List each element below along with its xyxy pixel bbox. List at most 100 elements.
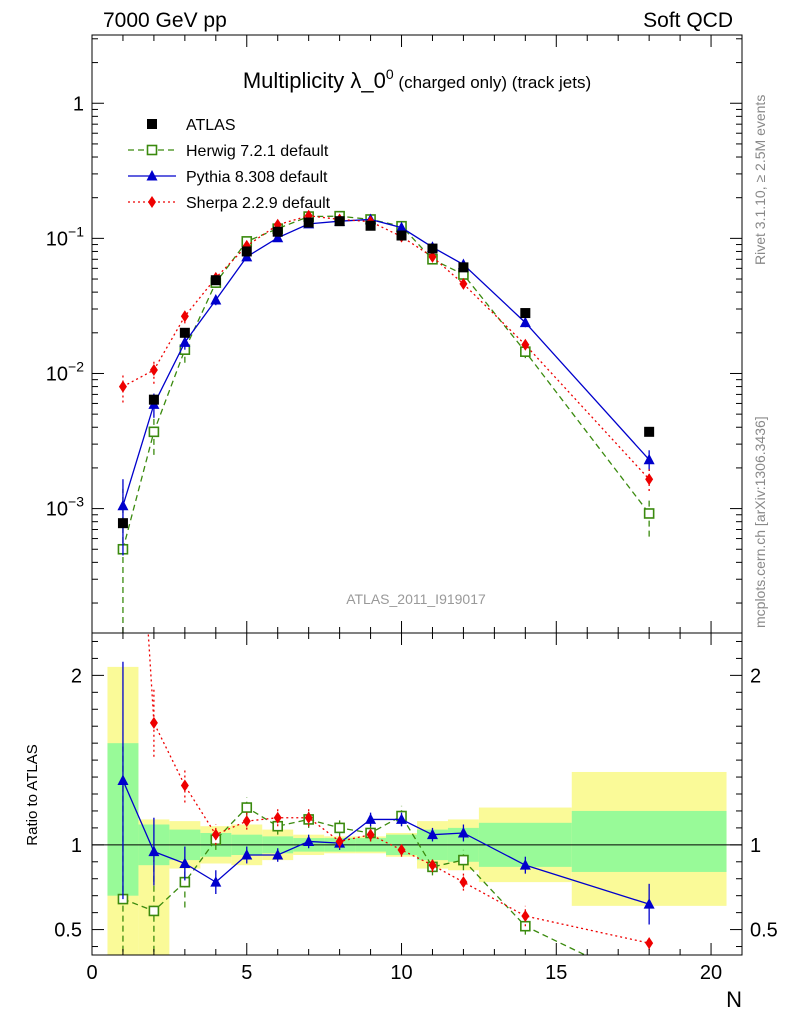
ratio-point xyxy=(457,826,469,838)
ratio-y-tick-label: 1 xyxy=(71,835,82,857)
ratio-series-line xyxy=(147,633,650,944)
main-point xyxy=(644,426,655,437)
legend-item: Pythia 8.308 default xyxy=(128,169,328,186)
main-point xyxy=(180,310,189,323)
legend-marker xyxy=(147,119,157,129)
ratio-series-line xyxy=(122,780,650,905)
legend-marker xyxy=(148,196,156,208)
main-point xyxy=(179,327,190,338)
main-point xyxy=(645,473,654,486)
main-point xyxy=(179,336,191,347)
main-point xyxy=(519,316,531,328)
ratio-point xyxy=(180,779,189,792)
main-point xyxy=(396,230,407,241)
ratio-point xyxy=(241,849,253,860)
header-left: 7000 GeV pp xyxy=(103,9,227,32)
ratio-point xyxy=(211,828,220,841)
main-point xyxy=(148,394,159,405)
analysis-id: ATLAS_2011_I919017 xyxy=(346,591,486,607)
main-point xyxy=(148,426,160,438)
main-point xyxy=(643,508,655,519)
main-title: Multiplicity λ_00 (charged only) (track … xyxy=(243,66,591,93)
ratio-point xyxy=(242,815,251,828)
main-series-line xyxy=(122,218,650,506)
legend-item: Herwig 7.2.1 default xyxy=(128,143,329,160)
main-point xyxy=(427,243,438,254)
ratio-point xyxy=(643,898,655,909)
main-y-tick-label: 10−1 xyxy=(46,223,84,250)
x-tick-label: 5 xyxy=(241,962,252,984)
main-y-tick-label: 1 xyxy=(73,93,84,115)
header-right: Soft QCD xyxy=(643,9,733,32)
ratio-point xyxy=(521,910,530,923)
ratio-point xyxy=(426,828,438,840)
main-point xyxy=(210,293,222,305)
x-tick-label: 10 xyxy=(390,962,412,984)
main-point xyxy=(334,216,345,227)
ratio-y-tick-label-right: 1 xyxy=(750,835,761,857)
rivet-label: Rivet 3.1.10, ≥ 2.5M events xyxy=(752,95,768,265)
main-plot-area xyxy=(117,209,655,633)
ratio-point xyxy=(396,813,408,824)
main-y-tick-label: 10−2 xyxy=(46,358,84,385)
x-axis-label: N xyxy=(726,987,742,1012)
ratio-point xyxy=(334,822,345,834)
ratio-point xyxy=(273,811,282,824)
legend-label: Sherpa 2.2.9 default xyxy=(186,195,331,212)
main-point xyxy=(428,250,437,263)
ratio-series-1 xyxy=(117,661,655,925)
main-point xyxy=(459,277,468,290)
ratio-point xyxy=(428,859,437,872)
main-series-3 xyxy=(118,209,654,491)
main-point xyxy=(643,453,655,465)
main-point xyxy=(210,275,221,286)
main-title-text: Multiplicity λ_0 xyxy=(243,68,386,93)
ratio-series-2 xyxy=(147,633,654,950)
ratio-point xyxy=(397,843,406,856)
ratio-plot-area xyxy=(92,633,742,955)
ratio-point xyxy=(459,876,468,889)
ratio-y-tick-label: 0.5 xyxy=(54,920,82,942)
main-point xyxy=(303,217,314,228)
main-series-line xyxy=(122,215,650,480)
mcplots-label: mcplots.cern.ch [arXiv:1306.3436] xyxy=(752,416,768,628)
ratio-panel: 0 5 10 15 20 0.5 0.5 1 1 2 2 Ratio to ATLAS N xyxy=(24,632,778,1012)
ratio-ylabel: Ratio to ATLAS xyxy=(24,744,41,845)
main-series-2 xyxy=(117,213,655,556)
x-tick-label: 15 xyxy=(545,962,567,984)
legend-item: ATLAS xyxy=(147,117,236,134)
main-point xyxy=(272,231,284,243)
ratio-point xyxy=(304,811,313,824)
ratio-y-tick-label: 2 xyxy=(71,665,82,687)
main-series-0 xyxy=(117,216,655,529)
ratio-point xyxy=(519,859,531,870)
main-axes: 1 10−1 10−2 10−3 xyxy=(46,35,743,633)
ratio-point xyxy=(335,835,344,848)
main-point xyxy=(118,380,127,393)
main-panel: 1 10−1 10−2 10−3 Multiplicity λ_00 (charged… xyxy=(46,34,743,634)
main-point xyxy=(521,338,530,351)
legend-item: Sherpa 2.2.9 default xyxy=(128,195,331,212)
stat-band xyxy=(571,810,727,872)
ratio-point xyxy=(149,716,158,729)
main-point xyxy=(365,220,376,231)
main-point xyxy=(272,226,283,237)
main-series-1 xyxy=(117,210,655,633)
ratio-point xyxy=(458,854,469,866)
ratio-point xyxy=(272,849,284,860)
ratio-point xyxy=(117,774,129,785)
ratio-y-tick-label-right: 0.5 xyxy=(750,920,778,942)
ratio-axes: 0 5 10 15 20 0.5 0.5 1 1 2 2 xyxy=(54,633,778,984)
legend-label: Herwig 7.2.1 default xyxy=(186,143,329,160)
main-title-sup: 0 xyxy=(386,66,394,82)
ratio-point xyxy=(645,937,654,950)
main-point xyxy=(117,499,129,511)
main-point xyxy=(241,246,252,257)
ratio-point xyxy=(241,802,253,813)
ratio-point xyxy=(179,857,191,868)
main-y-tick-label: 10−3 xyxy=(46,494,84,521)
legend-marker xyxy=(146,144,158,156)
ratio-point xyxy=(303,835,315,846)
main-point xyxy=(149,364,158,377)
